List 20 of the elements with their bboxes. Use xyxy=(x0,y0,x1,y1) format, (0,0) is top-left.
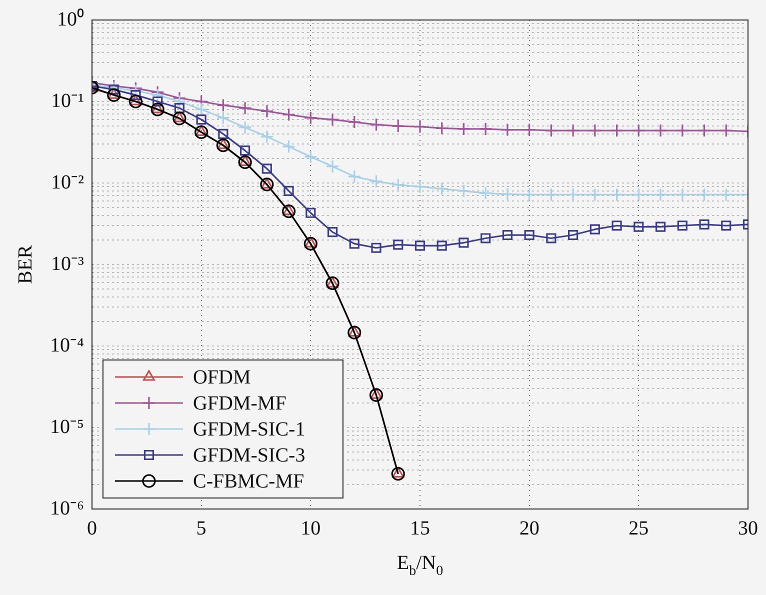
y-tick-label: 10⁻⁶ xyxy=(50,497,84,520)
legend-label: OFDM xyxy=(192,366,251,388)
x-tick-label: 25 xyxy=(628,517,649,540)
y-axis-title: BER xyxy=(14,244,36,284)
x-tick-label: 0 xyxy=(86,517,97,540)
y-tick-label: 10⁻⁴ xyxy=(50,334,84,356)
y-tick-label: 10⁻² xyxy=(50,171,84,194)
x-tick-label: 5 xyxy=(196,517,206,540)
x-tick-label: 20 xyxy=(519,517,540,540)
y-tick-label: 10⁻⁵ xyxy=(50,416,84,438)
x-tick-label: 10 xyxy=(300,517,321,540)
legend-label: GFDM-SIC-1 xyxy=(192,418,306,440)
y-tick-label: 10⁰ xyxy=(56,7,84,30)
x-tick-label: 15 xyxy=(410,517,430,540)
legend-label: C-FBMC-MF xyxy=(192,470,304,492)
y-tick-label: 10⁻³ xyxy=(50,252,84,275)
legend-label: GFDM-MF xyxy=(192,392,286,414)
x-tick-label: 30 xyxy=(738,517,758,540)
y-tick-label: 10⁻¹ xyxy=(50,90,84,112)
legend-label: GFDM-SIC-3 xyxy=(192,444,306,466)
